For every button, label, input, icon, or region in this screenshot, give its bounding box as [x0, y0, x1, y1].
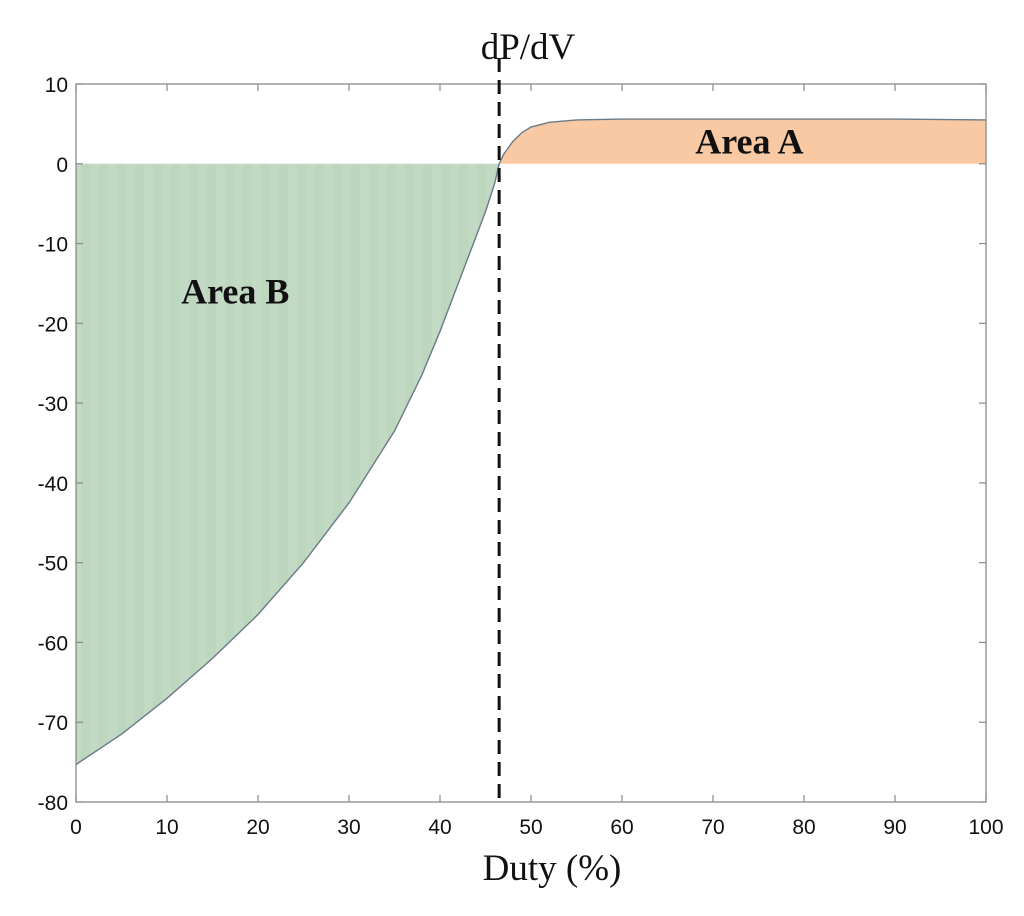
x-axis-ticks: 0 10 20 30 40 50 60 70 80 90 100: [70, 84, 1004, 839]
y-tick-label: 10: [45, 74, 68, 97]
region-label: Area B: [181, 271, 289, 311]
area-b-shading: [76, 163, 500, 765]
area-b-fill-group: [76, 163, 500, 765]
y-tick-label: -30: [38, 393, 68, 416]
x-tick-label: 40: [428, 816, 451, 839]
y-axis-ticks: 10 0 -10 -20 -30 -40 -50 -60 -70 -80: [38, 74, 986, 815]
x-tick-label: 30: [337, 816, 360, 839]
x-tick-label: 0: [70, 816, 82, 839]
y-tick-label: -80: [38, 792, 68, 815]
y-tick-label: -60: [38, 632, 68, 655]
region-labels: Area A Area B: [181, 121, 803, 311]
x-tick-label: 50: [519, 816, 542, 839]
y-tick-label: -20: [38, 313, 68, 336]
x-axis-title: Duty (%): [483, 848, 622, 889]
y-tick-label: -70: [38, 712, 68, 735]
x-tick-label: 90: [883, 816, 906, 839]
x-tick-label: 100: [968, 816, 1003, 839]
dpdv-series-line: [75, 118, 987, 766]
x-tick-label: 60: [610, 816, 633, 839]
x-tick-label: 20: [246, 816, 269, 839]
chart-title: dP/dV: [481, 27, 576, 68]
x-tick-label: 80: [792, 816, 815, 839]
y-tick-label: -40: [38, 473, 68, 496]
x-tick-label: 10: [155, 816, 178, 839]
x-tick-label: 70: [701, 816, 724, 839]
area-a-fill: [499, 119, 986, 164]
y-tick-label: -10: [38, 234, 68, 257]
y-tick-label: -50: [38, 553, 68, 576]
region-label: Area A: [695, 121, 803, 161]
area-a-fill-group: [499, 119, 986, 164]
y-tick-label: 0: [56, 154, 68, 177]
